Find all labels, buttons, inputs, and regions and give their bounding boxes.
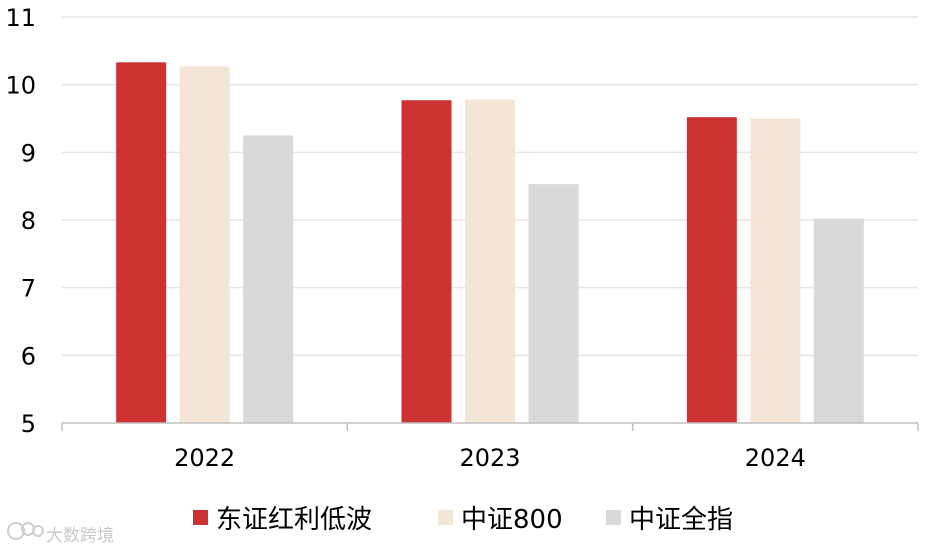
bar-2022-series-0 — [116, 62, 167, 423]
x-tick-label-2023: 2023 — [459, 444, 520, 472]
bar-2024-series-2 — [813, 218, 864, 423]
bar-2024-series-1 — [750, 118, 801, 423]
y-tick-label-5: 5 — [21, 410, 36, 438]
y-tick-label-8: 8 — [21, 207, 36, 235]
y-tick-label-9: 9 — [21, 139, 36, 167]
y-tick-label-10: 10 — [5, 72, 36, 100]
bar-2024-series-0 — [686, 117, 737, 423]
y-tick-label-7: 7 — [21, 275, 36, 303]
watermark-text: 大数跨境 — [46, 526, 114, 546]
y-tick-label-11: 11 — [5, 4, 36, 32]
legend-label-2: 中证全指 — [629, 505, 733, 535]
x-tick-label-2022: 2022 — [174, 444, 235, 472]
legend-label-1: 中证800 — [461, 505, 563, 535]
legend-label-0: 东证红利低波 — [216, 505, 372, 535]
bar-2023-series-1 — [465, 99, 515, 423]
bar-2023-series-0 — [401, 100, 452, 423]
x-axis — [61, 422, 919, 431]
legend-swatch-1 — [438, 510, 453, 525]
y-tick-label-6: 6 — [21, 342, 36, 370]
legend-swatch-2 — [606, 510, 621, 525]
watermark-logo-icon — [7, 522, 44, 540]
bar-2022-series-1 — [179, 66, 230, 423]
x-tick-label-2024: 2024 — [745, 444, 806, 472]
watermark: 大数跨境 — [7, 522, 114, 546]
legend: 东证红利低波 中证800 中证全指 — [193, 505, 733, 535]
legend-swatch-0 — [193, 510, 208, 525]
y-axis-tick-labels: 5 6 7 8 9 10 11 — [5, 4, 36, 438]
bar-2023-series-2 — [528, 184, 579, 423]
bar-2022-series-2 — [243, 135, 294, 423]
x-axis-tick-labels: 2022 2023 2024 — [174, 444, 806, 472]
bars — [116, 62, 864, 423]
